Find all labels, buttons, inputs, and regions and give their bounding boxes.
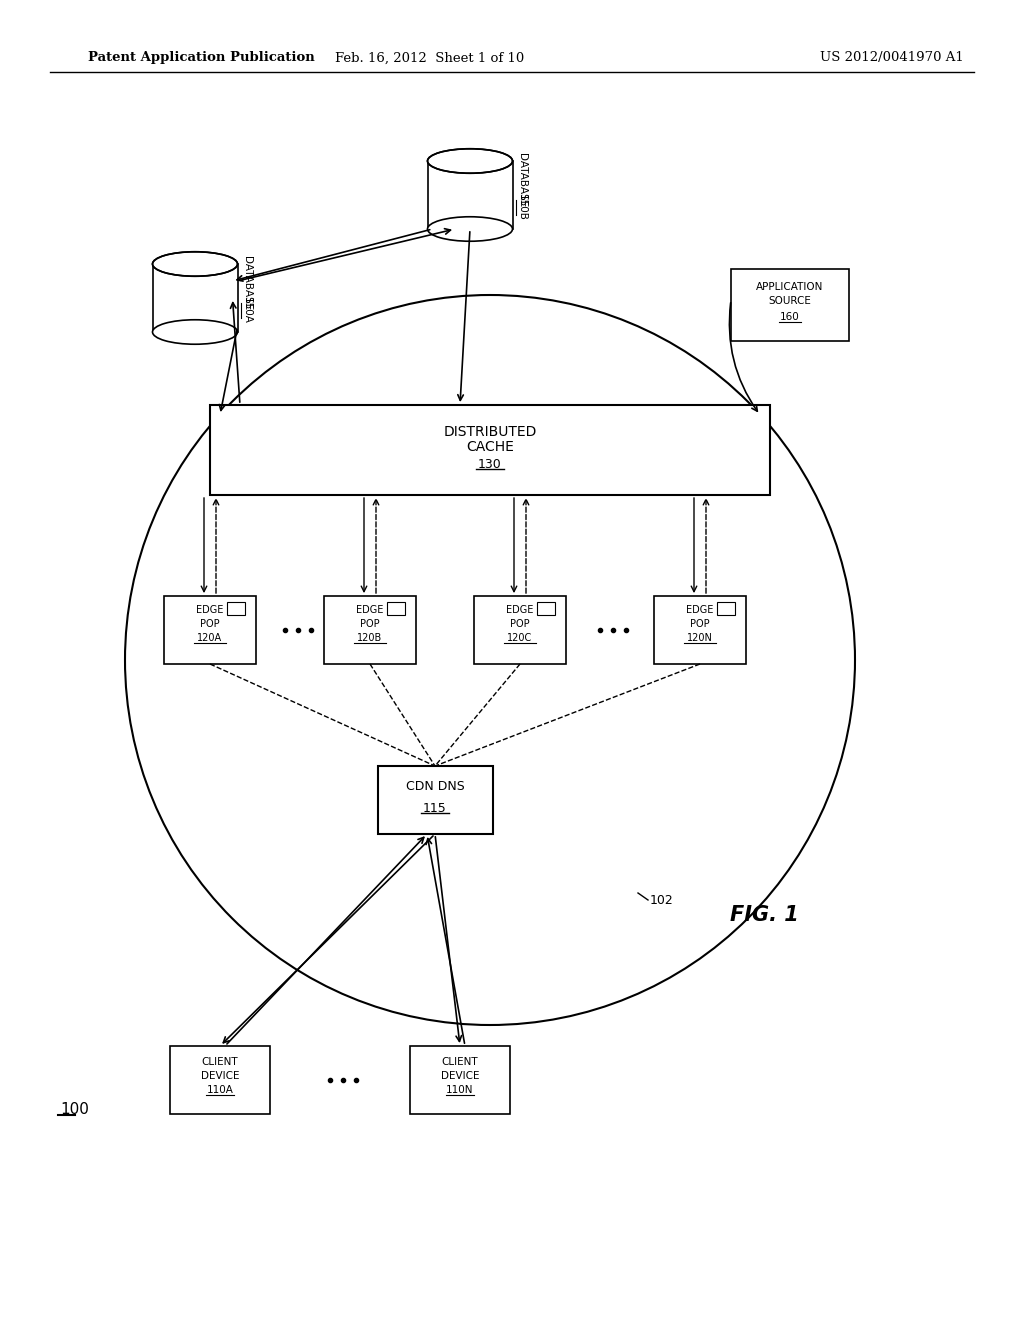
Text: 120A: 120A: [198, 634, 222, 643]
Text: 130: 130: [478, 458, 502, 470]
Text: 120B: 120B: [357, 634, 383, 643]
Text: DEVICE: DEVICE: [201, 1071, 240, 1081]
Text: 110N: 110N: [446, 1085, 474, 1096]
Bar: [654, 597, 746, 664]
Text: Feb. 16, 2012  Sheet 1 of 10: Feb. 16, 2012 Sheet 1 of 10: [336, 51, 524, 65]
Text: EDGE: EDGE: [686, 605, 714, 615]
Bar: [170, 1045, 270, 1114]
Text: 120N: 120N: [687, 634, 713, 643]
Ellipse shape: [153, 252, 238, 276]
Text: 102: 102: [650, 894, 674, 907]
Bar: [210, 405, 770, 495]
Text: 100: 100: [60, 1102, 89, 1118]
Text: 120C: 120C: [507, 634, 532, 643]
Text: DEVICE: DEVICE: [440, 1071, 479, 1081]
Bar: [164, 597, 256, 664]
Bar: [387, 602, 406, 615]
Text: EDGE: EDGE: [356, 605, 384, 615]
Text: 160: 160: [780, 312, 800, 322]
Text: EDGE: EDGE: [197, 605, 223, 615]
Bar: [537, 602, 555, 615]
Text: CLIENT: CLIENT: [202, 1057, 239, 1067]
Text: CDN DNS: CDN DNS: [406, 780, 464, 792]
Text: DATABASE: DATABASE: [242, 256, 252, 310]
Bar: [427, 161, 512, 228]
Text: 150A: 150A: [242, 297, 252, 323]
Text: 115: 115: [423, 801, 446, 814]
Text: POP: POP: [200, 619, 220, 630]
Bar: [378, 766, 493, 834]
Text: 110A: 110A: [207, 1085, 233, 1096]
Ellipse shape: [427, 149, 512, 173]
Ellipse shape: [153, 319, 238, 345]
Text: POP: POP: [510, 619, 529, 630]
Bar: [717, 602, 735, 615]
Bar: [474, 597, 566, 664]
Text: FIG. 1: FIG. 1: [730, 906, 799, 925]
Bar: [227, 602, 245, 615]
Text: CLIENT: CLIENT: [441, 1057, 478, 1067]
Bar: [410, 1045, 510, 1114]
Bar: [153, 264, 238, 333]
Text: DISTRIBUTED: DISTRIBUTED: [443, 425, 537, 440]
Bar: [731, 269, 849, 341]
Text: Patent Application Publication: Patent Application Publication: [88, 51, 314, 65]
Text: POP: POP: [360, 619, 380, 630]
Text: US 2012/0041970 A1: US 2012/0041970 A1: [820, 51, 964, 65]
Ellipse shape: [427, 216, 512, 242]
Text: POP: POP: [690, 619, 710, 630]
Text: EDGE: EDGE: [506, 605, 534, 615]
Text: DATABASE: DATABASE: [517, 153, 527, 207]
Bar: [324, 597, 416, 664]
Text: CACHE: CACHE: [466, 440, 514, 454]
Text: SOURCE: SOURCE: [769, 296, 811, 306]
Text: 150B: 150B: [517, 194, 527, 220]
Text: APPLICATION: APPLICATION: [757, 282, 823, 292]
